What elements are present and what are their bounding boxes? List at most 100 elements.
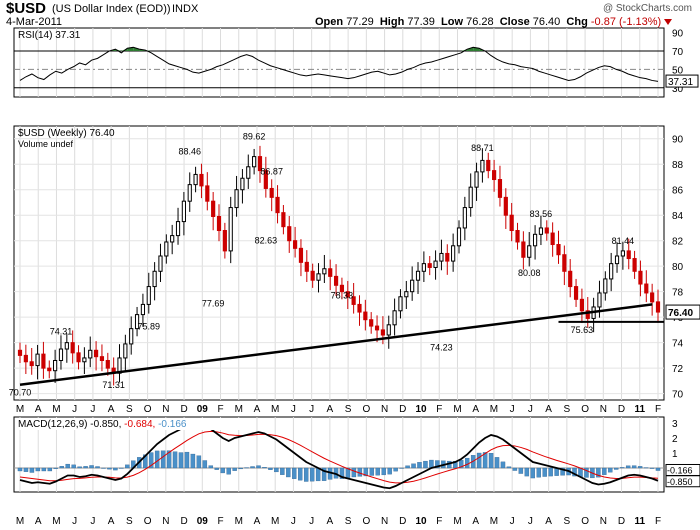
- x-tick-label: D: [180, 516, 187, 527]
- x-tick-label: M: [16, 516, 24, 527]
- macd-histogram-bar: [542, 467, 547, 477]
- candle-body: [246, 166, 251, 179]
- candle-body: [187, 184, 192, 202]
- macd-histogram-bar: [29, 467, 35, 473]
- rsi-y-tick: 50: [672, 65, 684, 76]
- x-tick-label: F: [217, 404, 223, 415]
- candle-body: [568, 270, 573, 288]
- macd-histogram-bar: [560, 467, 565, 476]
- x-tick-label: A: [545, 404, 552, 415]
- candle-body: [222, 230, 227, 252]
- price-annotation: 78.33: [331, 290, 354, 300]
- x-tick-label: O: [144, 404, 152, 415]
- candle-body: [29, 361, 34, 367]
- price-annotation: 75.63: [571, 325, 594, 335]
- x-tick-label: M: [16, 404, 24, 415]
- x-tick-label: M: [490, 516, 498, 527]
- macd-hist-last-label: -0.166: [667, 465, 693, 475]
- candle-body: [427, 263, 432, 268]
- x-tick-label: M: [453, 404, 461, 415]
- rsi-overbought-fill: [121, 48, 128, 51]
- x-tick-label: O: [144, 516, 152, 527]
- macd-y-tick: 2: [672, 434, 678, 445]
- price-annotation: 71.31: [102, 380, 125, 390]
- high-value: 77.39: [407, 16, 435, 28]
- x-tick-label: J: [291, 404, 296, 415]
- low-value: 76.28: [466, 16, 494, 28]
- price-panel: [13, 125, 665, 401]
- candle-body: [614, 255, 620, 265]
- candle-body: [164, 241, 169, 257]
- candle-body: [234, 189, 239, 209]
- chart-credit: @ StockCharts.com: [602, 3, 692, 14]
- candle-body: [562, 254, 567, 272]
- chg-label: Chg: [566, 16, 588, 28]
- candle-body: [492, 170, 497, 181]
- x-tick-label: M: [271, 516, 279, 527]
- candle-body: [257, 156, 263, 172]
- x-tick-label: F: [655, 516, 661, 527]
- x-tick-label: O: [581, 404, 589, 415]
- candle-body: [439, 252, 444, 262]
- price-y-tick: 80: [672, 262, 684, 273]
- macd-histogram-bar: [643, 467, 649, 469]
- candle-body: [47, 367, 52, 372]
- candle-body: [410, 279, 415, 293]
- close-value: 76.40: [532, 16, 561, 28]
- macd-histogram-bar: [602, 467, 607, 475]
- macd-histogram-bar: [309, 467, 315, 482]
- candle-body: [626, 250, 631, 260]
- macd-histogram-bar: [250, 466, 255, 469]
- price-y-tick: 88: [672, 160, 684, 171]
- candle-body: [515, 230, 520, 243]
- x-tick-label: A: [108, 516, 115, 527]
- x-tick-label: F: [436, 404, 442, 415]
- macd-histogram-bar: [375, 467, 380, 476]
- chart-date: 4-Mar-2011: [6, 16, 63, 28]
- candle-body: [146, 286, 151, 305]
- price-last-label: 76.40: [668, 308, 693, 319]
- rsi-legend: RSI(14) 37.31: [18, 30, 81, 41]
- macd-histogram-bar: [101, 467, 106, 469]
- macd-histogram-bar: [530, 467, 536, 479]
- macd-legend-part: MACD(12,26,9): [18, 419, 90, 430]
- candle-body: [369, 319, 374, 327]
- macd-histogram-bar: [411, 463, 416, 469]
- chart-security-name: (US Dollar Index (EOD)): [52, 3, 171, 15]
- x-tick-label: O: [362, 404, 370, 415]
- candle-body: [228, 207, 233, 252]
- x-tick-label: J: [90, 516, 95, 527]
- candle-body: [398, 296, 403, 312]
- macd-histogram-bar: [584, 467, 589, 478]
- price-y-tick: 70: [672, 390, 684, 401]
- rsi-y-tick: 90: [672, 29, 684, 40]
- x-tick-label: J: [309, 516, 314, 527]
- macd-line: [19, 420, 659, 490]
- macd-histogram-bar: [435, 460, 440, 469]
- candle-body: [298, 247, 304, 263]
- price-last-box: [665, 304, 700, 320]
- candle-body: [345, 291, 350, 298]
- macd-histogram-bar: [196, 455, 202, 469]
- macd-histogram-bar: [488, 452, 494, 469]
- candle-body: [550, 232, 555, 246]
- candle-body: [351, 296, 356, 305]
- macd-histogram-bar: [405, 465, 410, 469]
- candle-body: [415, 270, 421, 281]
- candle-body: [380, 329, 385, 336]
- macd-histogram-bar: [47, 467, 53, 472]
- candle-body: [140, 303, 146, 316]
- candle-body: [527, 245, 532, 258]
- macd-histogram-bar: [262, 467, 267, 469]
- price-y-tick: 82: [672, 237, 684, 248]
- candle-body: [620, 250, 625, 257]
- candle-body: [532, 233, 538, 247]
- x-tick-label: D: [399, 404, 406, 415]
- candle-body: [597, 292, 602, 308]
- candle-body: [134, 314, 140, 330]
- candle-body: [275, 196, 280, 214]
- macd-histogram-bar: [160, 450, 166, 469]
- chg-value: -0.87 (-1.13%): [590, 16, 662, 28]
- candle-body: [304, 261, 309, 272]
- x-tick-label: N: [381, 404, 388, 415]
